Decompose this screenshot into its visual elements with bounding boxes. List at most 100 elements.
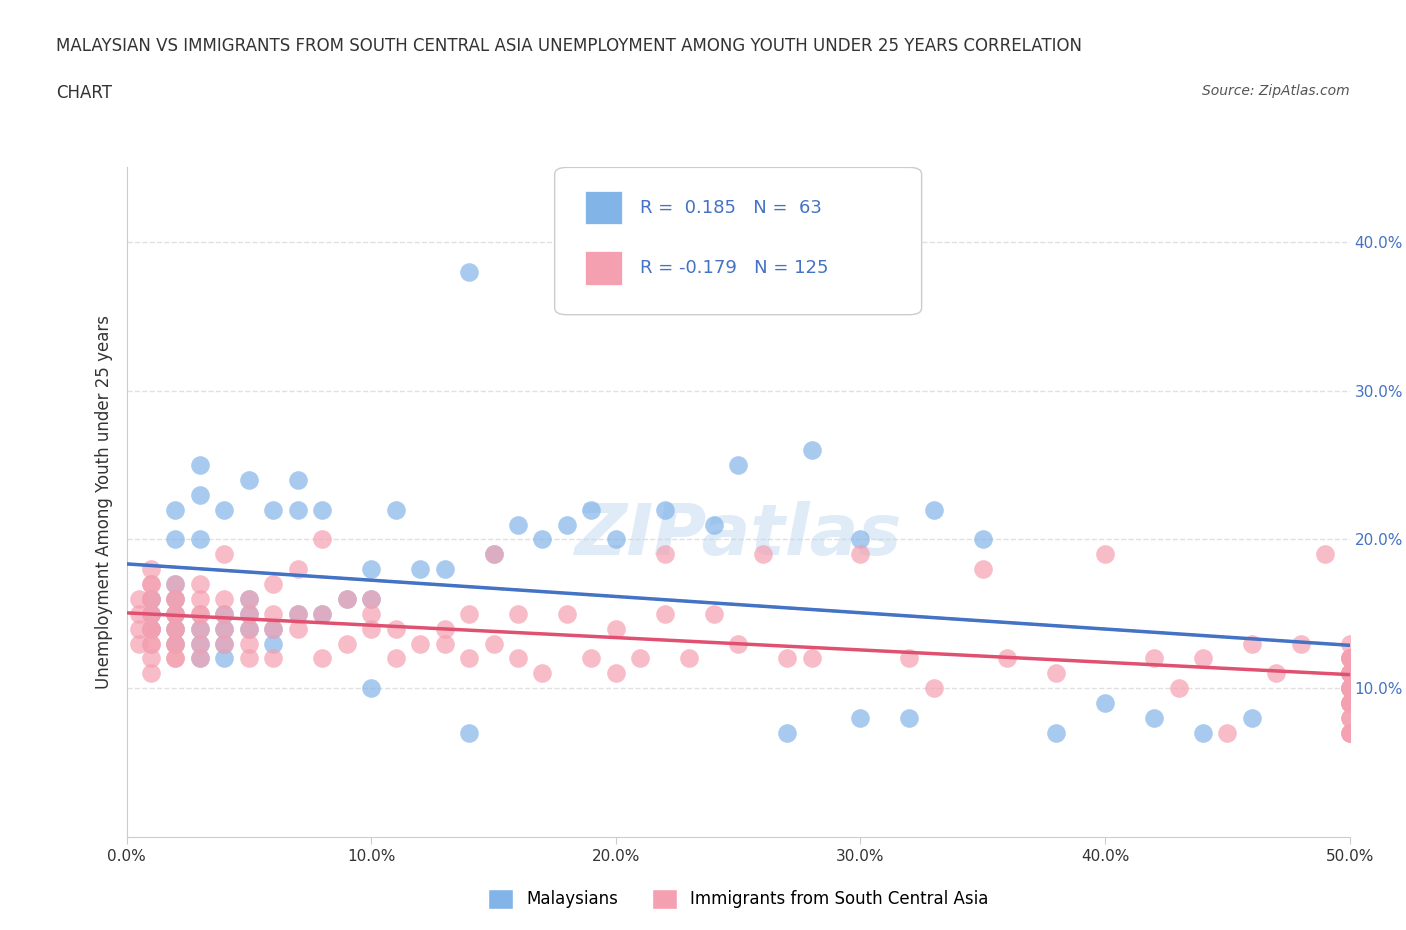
Point — [214, 547, 236, 562]
Point — [1192, 725, 1215, 740]
Point — [165, 636, 187, 651]
Point — [555, 606, 578, 621]
Point — [165, 636, 187, 651]
Point — [1339, 651, 1361, 666]
Point — [139, 591, 162, 606]
Point — [1192, 651, 1215, 666]
Point — [262, 502, 284, 517]
Point — [188, 636, 211, 651]
Point — [139, 577, 162, 591]
Point — [188, 621, 211, 636]
Point — [849, 532, 872, 547]
Point — [165, 606, 187, 621]
Point — [287, 472, 309, 487]
Point — [262, 636, 284, 651]
Point — [336, 591, 359, 606]
Point — [654, 547, 676, 562]
Point — [1339, 666, 1361, 681]
Point — [214, 636, 236, 651]
Point — [458, 725, 481, 740]
Point — [1339, 681, 1361, 696]
Point — [287, 502, 309, 517]
FancyBboxPatch shape — [585, 191, 621, 224]
Point — [898, 711, 921, 725]
Point — [188, 487, 211, 502]
Point — [287, 621, 309, 636]
Point — [139, 636, 162, 651]
Point — [1339, 666, 1361, 681]
Point — [262, 621, 284, 636]
Point — [409, 562, 432, 577]
Y-axis label: Unemployment Among Youth under 25 years: Unemployment Among Youth under 25 years — [94, 315, 112, 689]
Point — [238, 591, 260, 606]
Text: R =  0.185   N =  63: R = 0.185 N = 63 — [640, 199, 823, 217]
Point — [165, 606, 187, 621]
Point — [1339, 725, 1361, 740]
Point — [1339, 681, 1361, 696]
Point — [128, 636, 150, 651]
Point — [311, 606, 333, 621]
Point — [1045, 666, 1067, 681]
Point — [139, 621, 162, 636]
Point — [214, 502, 236, 517]
Point — [628, 651, 651, 666]
Point — [128, 621, 150, 636]
Point — [1339, 725, 1361, 740]
Point — [433, 636, 456, 651]
Point — [165, 591, 187, 606]
Point — [703, 606, 725, 621]
Point — [287, 606, 309, 621]
Point — [360, 591, 382, 606]
Point — [238, 606, 260, 621]
Point — [139, 591, 162, 606]
Point — [1289, 636, 1312, 651]
Point — [188, 651, 211, 666]
Point — [581, 502, 603, 517]
Point — [262, 606, 284, 621]
Point — [139, 666, 162, 681]
Point — [555, 517, 578, 532]
Point — [360, 562, 382, 577]
Point — [605, 621, 627, 636]
Point — [139, 577, 162, 591]
Point — [506, 606, 529, 621]
Point — [922, 502, 945, 517]
Point — [139, 621, 162, 636]
Point — [238, 621, 260, 636]
Point — [188, 591, 211, 606]
Point — [336, 591, 359, 606]
Point — [238, 472, 260, 487]
Point — [409, 636, 432, 651]
Point — [165, 577, 187, 591]
Point — [214, 606, 236, 621]
Point — [1339, 696, 1361, 711]
Point — [776, 651, 799, 666]
Point — [1339, 636, 1361, 651]
Point — [188, 651, 211, 666]
Point — [1265, 666, 1288, 681]
Text: Source: ZipAtlas.com: Source: ZipAtlas.com — [1202, 84, 1350, 98]
Point — [703, 517, 725, 532]
Point — [287, 606, 309, 621]
Point — [262, 577, 284, 591]
Point — [531, 666, 554, 681]
Text: R = -0.179   N = 125: R = -0.179 N = 125 — [640, 259, 828, 277]
Point — [139, 651, 162, 666]
Point — [1143, 711, 1166, 725]
Point — [922, 681, 945, 696]
Point — [165, 621, 187, 636]
Point — [139, 606, 162, 621]
Point — [972, 532, 994, 547]
Point — [360, 681, 382, 696]
Point — [1240, 636, 1263, 651]
Point — [800, 443, 823, 458]
Point — [311, 606, 333, 621]
Point — [214, 636, 236, 651]
Point — [433, 621, 456, 636]
Point — [1339, 681, 1361, 696]
Point — [214, 591, 236, 606]
Point — [311, 532, 333, 547]
Point — [1339, 681, 1361, 696]
Point — [1339, 711, 1361, 725]
Point — [678, 651, 700, 666]
